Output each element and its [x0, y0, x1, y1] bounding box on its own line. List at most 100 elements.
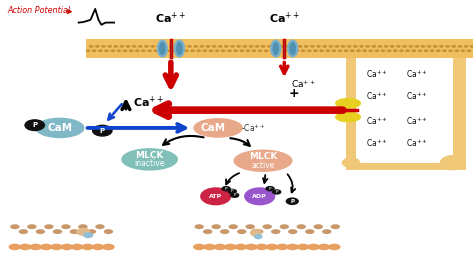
Ellipse shape	[203, 244, 216, 250]
Circle shape	[461, 50, 465, 52]
Circle shape	[387, 50, 392, 52]
Ellipse shape	[70, 229, 79, 234]
Text: MLCK: MLCK	[136, 151, 164, 160]
Ellipse shape	[194, 224, 204, 229]
Ellipse shape	[159, 42, 165, 55]
Ellipse shape	[234, 150, 292, 172]
Text: CaM: CaM	[47, 123, 73, 133]
Circle shape	[310, 45, 315, 48]
Circle shape	[331, 50, 336, 52]
Ellipse shape	[228, 224, 238, 229]
Circle shape	[172, 50, 176, 52]
Circle shape	[154, 50, 158, 52]
Circle shape	[405, 50, 410, 52]
Ellipse shape	[27, 224, 36, 229]
Circle shape	[230, 45, 235, 48]
Ellipse shape	[29, 244, 42, 250]
Text: P: P	[233, 193, 236, 197]
Circle shape	[341, 45, 346, 48]
Ellipse shape	[263, 224, 272, 229]
Circle shape	[279, 45, 284, 48]
Ellipse shape	[203, 229, 212, 234]
Circle shape	[110, 50, 115, 52]
Ellipse shape	[44, 224, 54, 229]
Circle shape	[265, 186, 275, 191]
Circle shape	[132, 45, 137, 48]
Ellipse shape	[83, 232, 93, 238]
Ellipse shape	[235, 244, 247, 250]
Ellipse shape	[50, 244, 63, 250]
Circle shape	[95, 45, 100, 48]
Circle shape	[362, 50, 367, 52]
Circle shape	[150, 45, 155, 48]
Ellipse shape	[104, 229, 113, 234]
Ellipse shape	[305, 229, 315, 234]
Text: Ca$^{++}$: Ca$^{++}$	[365, 115, 387, 127]
Ellipse shape	[254, 229, 264, 234]
Circle shape	[381, 50, 385, 52]
Text: Ca$^{++}$: Ca$^{++}$	[365, 90, 387, 102]
Circle shape	[227, 50, 232, 52]
Text: -Ca$^{++}$: -Ca$^{++}$	[241, 123, 265, 134]
Circle shape	[261, 45, 265, 48]
Circle shape	[178, 50, 182, 52]
Circle shape	[252, 50, 256, 52]
Circle shape	[337, 50, 342, 52]
Circle shape	[442, 50, 447, 52]
Circle shape	[147, 50, 152, 52]
Circle shape	[414, 45, 419, 48]
Circle shape	[196, 50, 201, 52]
Text: Ca$^{++}$: Ca$^{++}$	[365, 69, 387, 80]
Ellipse shape	[76, 228, 91, 236]
Circle shape	[430, 50, 435, 52]
Circle shape	[187, 45, 192, 48]
Ellipse shape	[214, 244, 226, 250]
Ellipse shape	[246, 224, 255, 229]
Circle shape	[242, 45, 247, 48]
Bar	[356, 58, 453, 163]
Circle shape	[316, 45, 321, 48]
Circle shape	[248, 45, 253, 48]
Circle shape	[411, 50, 416, 52]
Circle shape	[365, 45, 370, 48]
Ellipse shape	[270, 40, 282, 58]
Circle shape	[224, 45, 229, 48]
Ellipse shape	[19, 244, 31, 250]
Ellipse shape	[224, 244, 237, 250]
Circle shape	[372, 45, 376, 48]
Ellipse shape	[18, 229, 28, 234]
Circle shape	[221, 186, 231, 191]
Circle shape	[445, 45, 450, 48]
Circle shape	[113, 45, 118, 48]
Circle shape	[270, 50, 275, 52]
Text: ATP: ATP	[209, 194, 222, 199]
Circle shape	[304, 45, 309, 48]
Text: Ca$^{++}$: Ca$^{++}$	[365, 137, 387, 149]
Circle shape	[451, 45, 456, 48]
Circle shape	[408, 45, 413, 48]
Bar	[453, 39, 466, 170]
Ellipse shape	[322, 229, 331, 234]
Circle shape	[470, 45, 474, 48]
Ellipse shape	[290, 42, 296, 55]
Circle shape	[126, 45, 130, 48]
Ellipse shape	[297, 244, 310, 250]
Circle shape	[467, 50, 472, 52]
Circle shape	[448, 50, 453, 52]
Ellipse shape	[335, 98, 361, 109]
Circle shape	[301, 50, 306, 52]
Circle shape	[393, 50, 398, 52]
Text: P: P	[32, 122, 37, 128]
Circle shape	[239, 50, 244, 52]
Circle shape	[218, 45, 223, 48]
Text: P: P	[269, 187, 272, 191]
Ellipse shape	[156, 40, 168, 58]
Ellipse shape	[237, 229, 246, 234]
Ellipse shape	[71, 244, 83, 250]
Text: Ca$^{++}$: Ca$^{++}$	[406, 69, 428, 80]
Ellipse shape	[78, 224, 88, 229]
Text: P: P	[290, 199, 294, 204]
Bar	[86, 39, 474, 58]
Text: Ca$^{++}$: Ca$^{++}$	[155, 11, 187, 26]
Circle shape	[424, 50, 428, 52]
